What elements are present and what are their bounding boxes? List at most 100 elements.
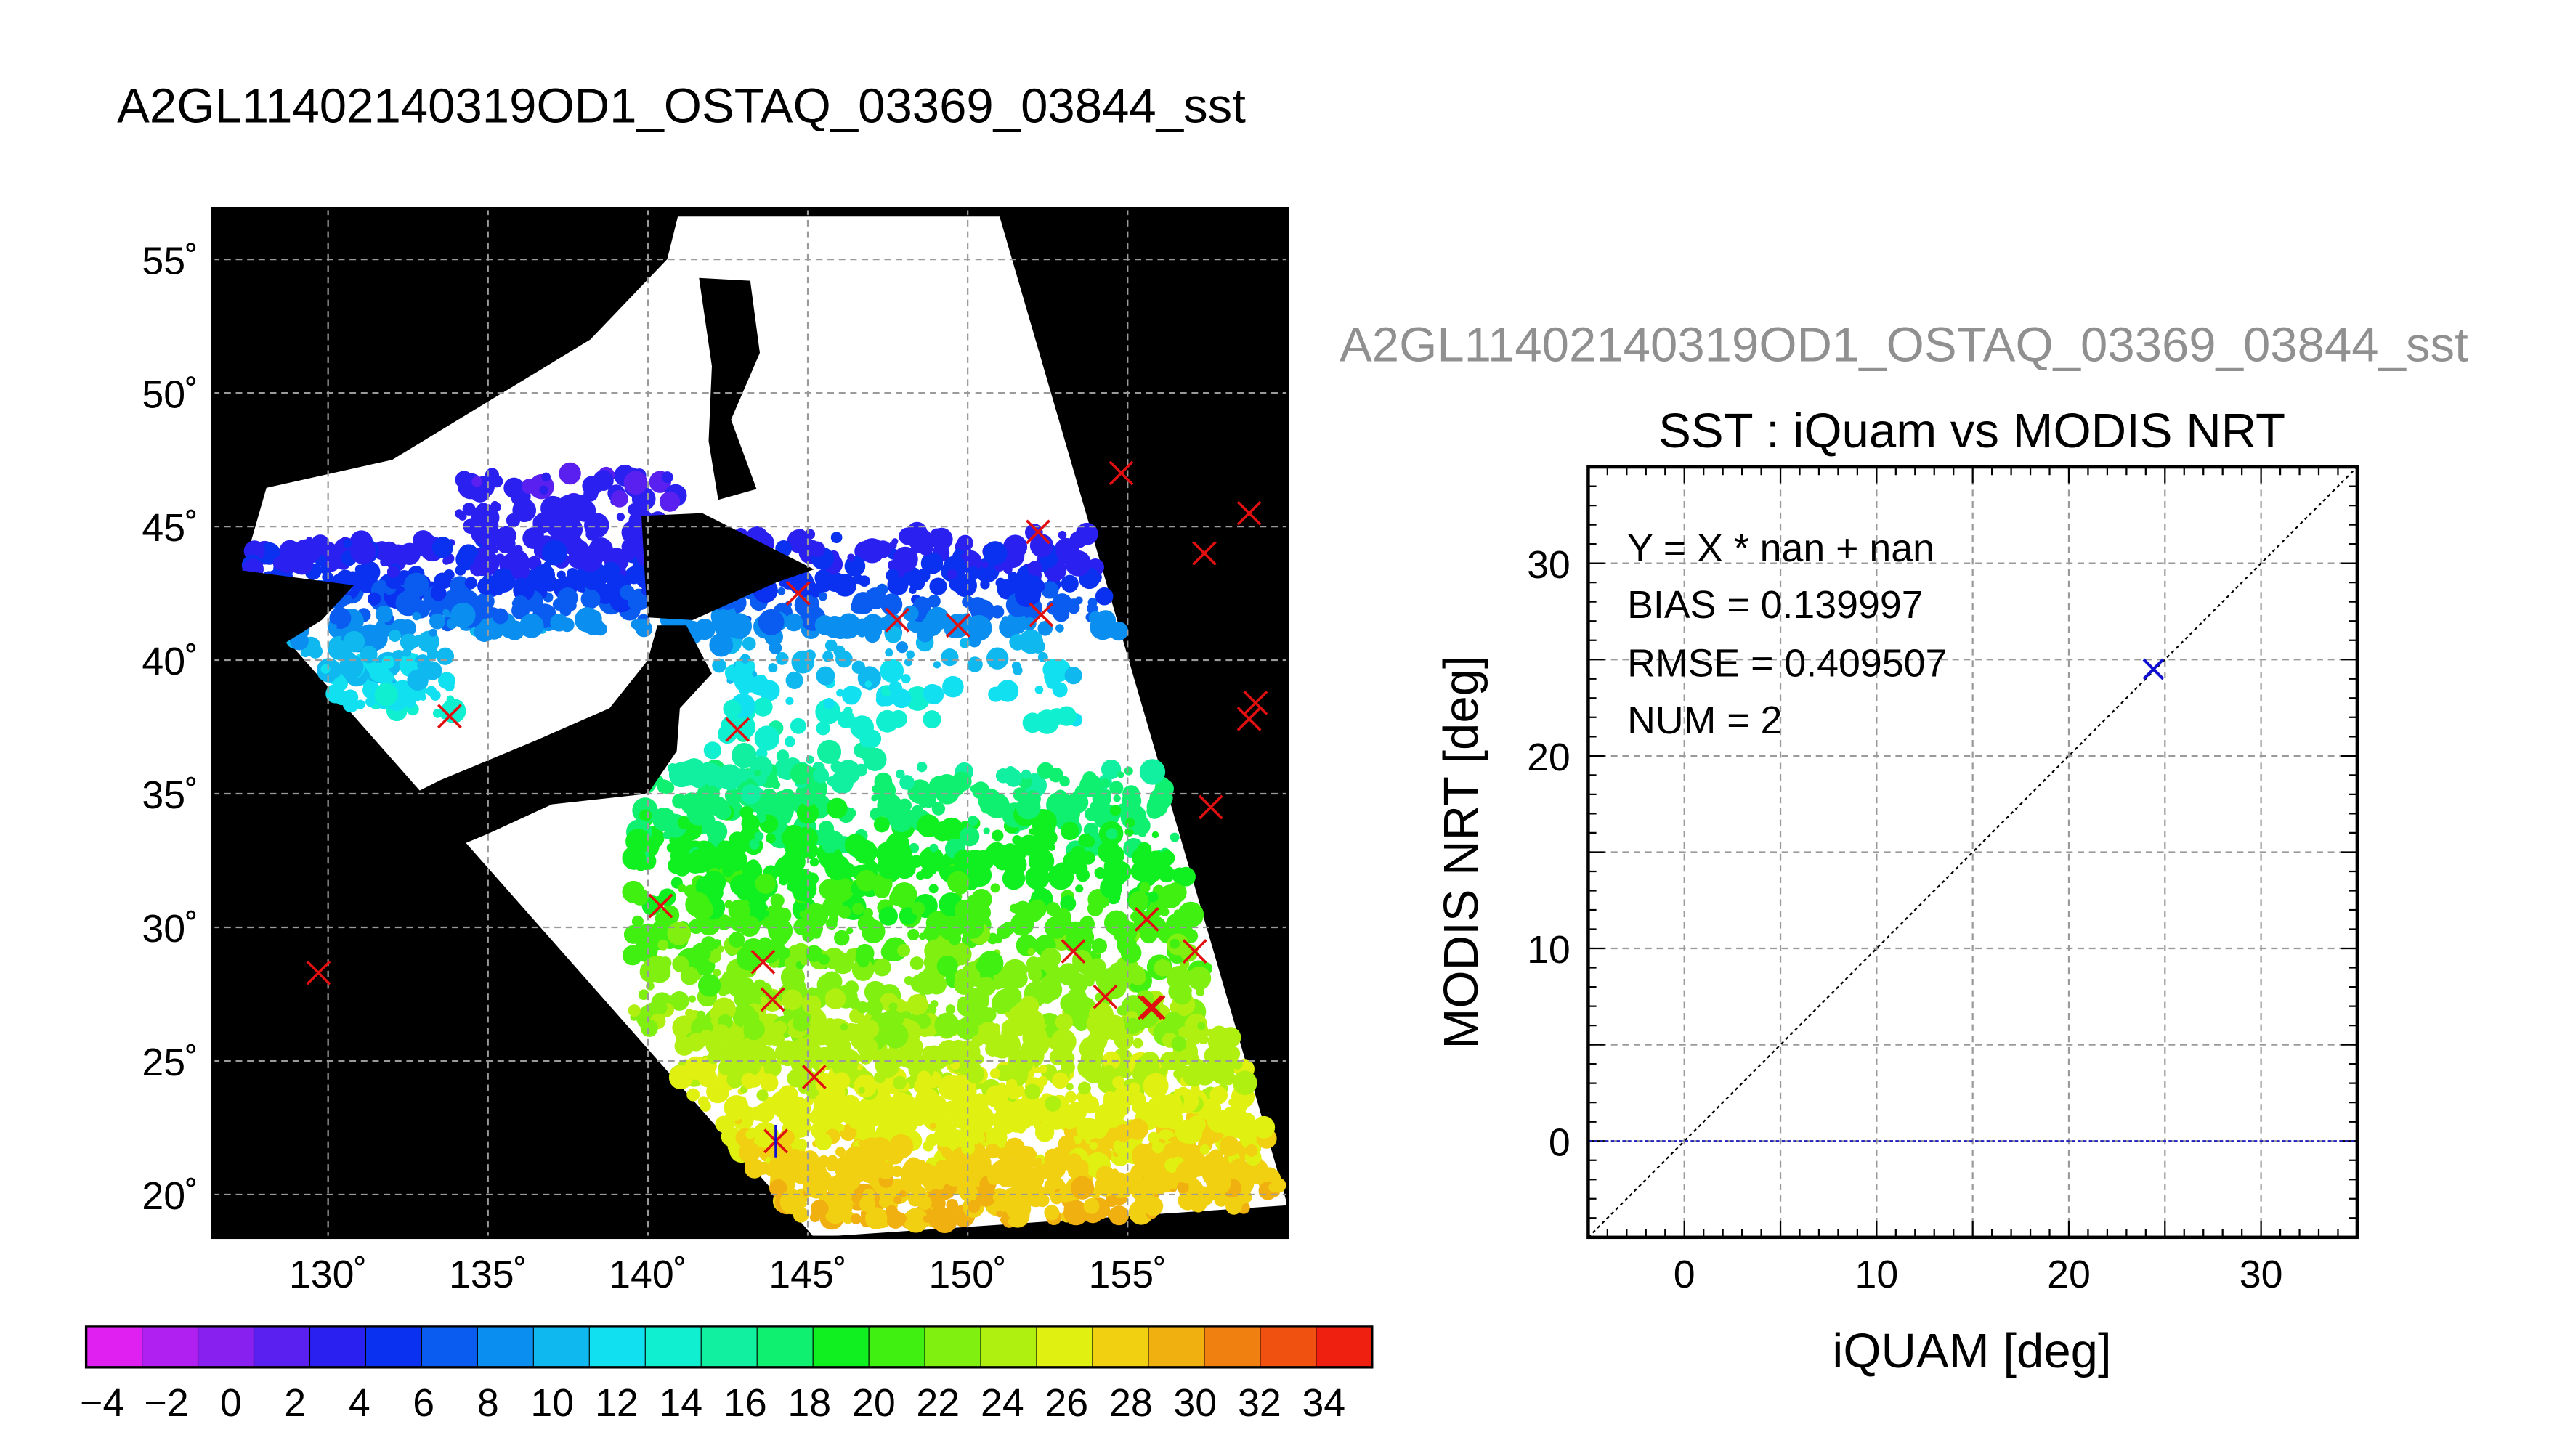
- sst-pixel: [1119, 942, 1132, 956]
- map-y-tick-label: 25˚: [142, 1041, 198, 1084]
- sst-pixel: [1084, 1097, 1091, 1105]
- sst-pixel: [1045, 1095, 1061, 1112]
- scatter-x-tick-label: 10: [1855, 1253, 1898, 1296]
- sst-pixel: [672, 793, 687, 809]
- sst-pixel: [1159, 850, 1175, 866]
- sst-pixel: [519, 614, 544, 638]
- sst-pixel: [1071, 789, 1086, 804]
- sst-pixel: [1015, 583, 1039, 607]
- sst-pixel: [1060, 895, 1077, 912]
- sst-pixel: [1148, 1131, 1160, 1144]
- colorbar-cell: [309, 1326, 367, 1368]
- sst-pixel: [333, 676, 348, 691]
- sst-pixel: [756, 1089, 769, 1102]
- sst-pixel: [1220, 1126, 1231, 1136]
- sst-pixel: [729, 932, 745, 948]
- sst-pixel: [923, 683, 942, 703]
- sst-pixel: [763, 1060, 782, 1078]
- sst-pixel: [1146, 802, 1163, 819]
- sst-pixel: [1041, 1118, 1048, 1125]
- sst-pixel: [745, 1129, 755, 1139]
- sst-pixel: [708, 1039, 718, 1049]
- sst-pixel: [1061, 1060, 1075, 1075]
- colorbar-tick-labels: −4 −2 0 2 4 6 8 10 12 14 16 18 20 22 24 26 28 30 32 34: [80, 1381, 1345, 1425]
- map-x-tick-label: 145˚: [769, 1253, 846, 1296]
- sst-pixel: [1163, 1142, 1179, 1158]
- sst-pixel: [1067, 987, 1087, 1007]
- sst-pixel: [965, 1065, 985, 1084]
- sst-pixel: [686, 802, 711, 826]
- sst-pixel: [1101, 778, 1111, 789]
- sst-pixel: [1005, 769, 1022, 787]
- scatter-x-tick-labels: 0 10 20 30: [1674, 1253, 2283, 1296]
- sst-pixel: [1050, 1191, 1063, 1205]
- sst-pixel: [957, 534, 973, 551]
- sst-pixel: [877, 1161, 895, 1179]
- match-point-stroke: [885, 607, 910, 633]
- sst-pixel: [941, 648, 959, 667]
- sst-pixel: [920, 792, 937, 808]
- sst-pixel: [1021, 769, 1032, 780]
- sst-pixel: [1007, 877, 1016, 887]
- scatter-title: SST : iQuam vs MODIS NRT: [1658, 404, 2285, 458]
- sst-pixel: [1042, 659, 1063, 680]
- map-x-tick-label: 150˚: [928, 1253, 1006, 1296]
- sst-pixel: [814, 569, 832, 587]
- colorbar-tick-label: 6: [413, 1381, 434, 1425]
- colorbar-tick-label: 34: [1302, 1381, 1345, 1425]
- sst-pixel: [792, 1014, 810, 1032]
- sst-pixel: [1066, 1083, 1074, 1091]
- scatter-plot: 0 10 20 30 0 10 20 30 Y = X * nan + nan BIAS =…: [1434, 465, 2359, 1378]
- sst-pixel: [398, 542, 421, 566]
- sst-pixel: [697, 974, 721, 997]
- sst-pixel: [1060, 1110, 1079, 1130]
- sst-pixel: [450, 576, 470, 596]
- sst-pixel: [272, 556, 287, 571]
- sst-pixel: [1037, 620, 1053, 636]
- sst-pixel: [686, 1088, 700, 1102]
- sst-pixel: [426, 686, 437, 696]
- sst-pixel: [1034, 1157, 1043, 1166]
- sst-pixel: [805, 945, 823, 962]
- sst-pixel: [1172, 867, 1188, 884]
- colorbar-cell: [756, 1326, 814, 1368]
- sst-pixel: [942, 675, 964, 698]
- sst-pixel: [1173, 1069, 1183, 1079]
- sst-pixel: [1014, 963, 1026, 975]
- sst-pixel: [1238, 1197, 1247, 1205]
- sst-pixel: [1169, 1054, 1186, 1071]
- sst-pixel: [939, 917, 963, 941]
- sst-pixel: [978, 951, 1004, 976]
- sst-pixel: [790, 717, 806, 734]
- sst-pixel: [906, 650, 915, 659]
- colorbar-cell: [142, 1326, 199, 1368]
- sst-pixel: [442, 557, 450, 565]
- sst-pixel: [741, 814, 760, 833]
- sst-pixel: [785, 736, 795, 747]
- sst-pixel: [761, 788, 777, 805]
- sst-pixel: [794, 1097, 806, 1109]
- sst-pixel: [931, 1197, 945, 1211]
- sst-pixel: [1103, 858, 1119, 874]
- sst-pixel: [901, 674, 911, 684]
- sst-map: 130˚ 135˚ 140˚ 145˚ 150˚ 155˚ 20˚ 25˚ 30˚ 35˚ 40˚…: [142, 206, 1289, 1296]
- colorbar-cell: [1036, 1326, 1094, 1368]
- sst-pixel: [1073, 1135, 1082, 1144]
- match-point: [750, 949, 776, 975]
- sst-pixel: [726, 613, 753, 640]
- sst-pixel: [885, 648, 893, 657]
- sst-pixel: [661, 781, 675, 794]
- sst-pixel: [1156, 1111, 1166, 1121]
- sst-pixel: [669, 991, 689, 1011]
- match-point: [885, 607, 910, 633]
- match-point-stroke: [1093, 984, 1118, 1009]
- match-point-stroke: [1243, 690, 1268, 715]
- sst-pixel: [1160, 1094, 1183, 1116]
- sst-pixel: [677, 816, 691, 829]
- sst-pixel: [716, 764, 743, 791]
- sst-pixel: [892, 1211, 902, 1221]
- sst-pixel: [1131, 1099, 1146, 1114]
- sst-pixel: [864, 627, 880, 643]
- colorbar-cell: [700, 1326, 758, 1368]
- match-point-stroke: [1198, 794, 1223, 820]
